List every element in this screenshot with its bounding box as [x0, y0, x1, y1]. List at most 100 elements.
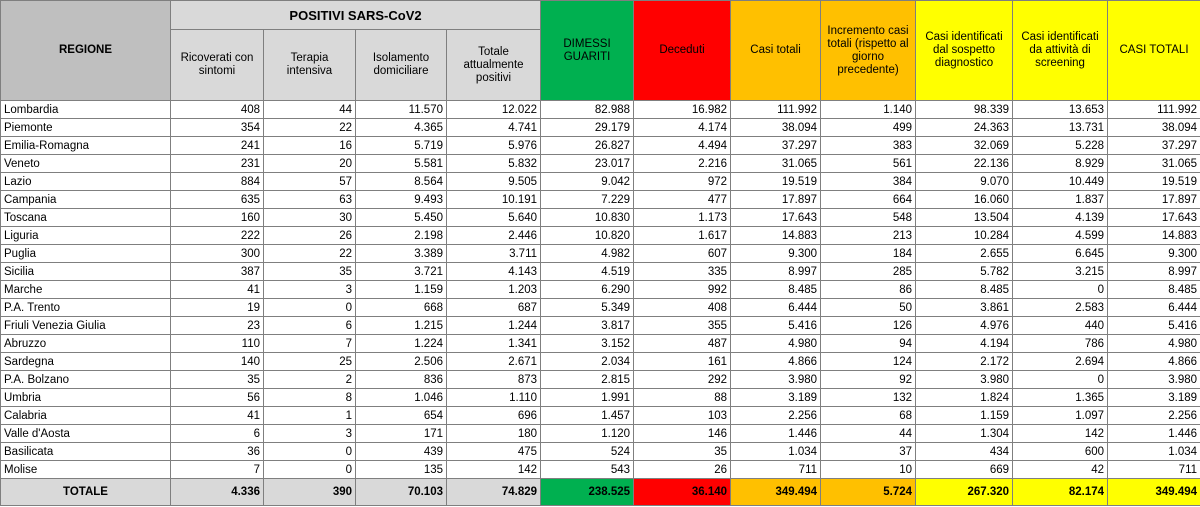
value-cell: 477: [633, 190, 732, 209]
value-cell: 42: [1012, 460, 1109, 479]
table-row: Campania 635 63 9.493 10.191 7.229 477 17.897 66…: [0, 190, 1200, 209]
value-cell: 241: [170, 136, 264, 155]
value-cell: 7: [263, 334, 356, 353]
value-cell: 135: [355, 460, 447, 479]
value-cell: 32.069: [915, 136, 1014, 155]
value-cell: 1.365: [1012, 388, 1109, 407]
region-cell: Campania: [0, 190, 171, 209]
table-row: Valle d'Aosta 6 3 171 180 1.120 146 1.446 44 1.30…: [0, 424, 1200, 443]
value-cell: 1.159: [355, 280, 447, 299]
value-cell: 35: [633, 442, 732, 461]
value-cell: 14.883: [730, 226, 822, 245]
value-cell: 4.599: [1012, 226, 1109, 245]
value-cell: 13.504: [915, 208, 1014, 227]
value-cell: 5.976: [445, 136, 542, 155]
value-cell: 1.824: [915, 388, 1014, 407]
column-header: REGIONE: [0, 0, 171, 101]
value-cell: 31.065: [1107, 154, 1200, 173]
table-row: Emilia-Romagna 241 16 5.719 5.976 26.827 4.494…: [0, 136, 1200, 155]
value-cell: 8.485: [1107, 280, 1200, 299]
value-cell: 3: [263, 280, 356, 299]
value-cell: 2.256: [730, 406, 822, 425]
header-row: REGIONE POSITIVI SARS-CoV2 DIMESSI GUARITI…: [0, 0, 1200, 101]
value-cell: 1.457: [540, 406, 635, 425]
value-cell: 10.284: [915, 226, 1014, 245]
value-cell: 24.363: [915, 118, 1014, 137]
value-cell: 4.365: [355, 118, 447, 137]
table-row: Sicilia 387 35 3.721 4.143 4.519 335 8.997 285 5.…: [0, 262, 1200, 281]
region-cell: Lazio: [0, 172, 171, 191]
value-cell: 1.991: [540, 388, 635, 407]
value-cell: 6: [170, 424, 264, 443]
value-cell: 37.297: [730, 136, 822, 155]
value-cell: 5.782: [915, 262, 1014, 281]
column-header: Casi identificati da attività di screeni…: [1012, 0, 1109, 101]
column-header: Deceduti: [633, 0, 732, 101]
value-cell: 4.139: [1012, 208, 1109, 227]
value-cell: 4.174: [633, 118, 732, 137]
value-cell: 0: [263, 298, 356, 317]
value-cell: 383: [820, 136, 917, 155]
value-cell: 8.997: [730, 262, 822, 281]
value-cell: 668: [355, 298, 447, 317]
table-row: Umbria 56 8 1.046 1.110 1.991 88 3.189 132 1.824 1…: [0, 388, 1200, 407]
value-cell: 9.300: [1107, 244, 1200, 263]
value-cell: 5.450: [355, 208, 447, 227]
value-cell: 10: [820, 460, 917, 479]
value-cell: 9.300: [730, 244, 822, 263]
value-cell: 2.446: [445, 226, 542, 245]
value-cell: 13.653: [1012, 100, 1109, 119]
value-cell: 6.444: [1107, 298, 1200, 317]
total-cell: 238.525: [540, 478, 635, 506]
region-cell: Piemonte: [0, 118, 171, 137]
table-row: Molise 7 0 135 142 543 26 711 10 669 42 711: [0, 460, 1200, 479]
group-header: POSITIVI SARS-CoV2: [169, 0, 542, 30]
value-cell: 355: [633, 316, 732, 335]
table-row: Friuli Venezia Giulia 23 6 1.215 1.244 3.817 3…: [0, 316, 1200, 335]
value-cell: 1.446: [1107, 424, 1200, 443]
value-cell: 3.152: [540, 334, 635, 353]
table-row: Sardegna 140 25 2.506 2.671 2.034 161 4.866 124 2…: [0, 352, 1200, 371]
value-cell: 3.861: [915, 298, 1014, 317]
value-cell: 548: [820, 208, 917, 227]
value-cell: 142: [445, 460, 542, 479]
value-cell: 524: [540, 442, 635, 461]
value-cell: 1.110: [445, 388, 542, 407]
table-row: Piemonte 354 22 4.365 4.741 29.179 4.174 38.094…: [0, 118, 1200, 137]
value-cell: 4.519: [540, 262, 635, 281]
column-header: Casi totali: [730, 0, 822, 101]
column-header: Incremento casi totali (rispetto al gior…: [820, 0, 917, 101]
value-cell: 0: [1012, 280, 1109, 299]
value-cell: 213: [820, 226, 917, 245]
value-cell: 2.034: [540, 352, 635, 371]
region-cell: Abruzzo: [0, 334, 171, 353]
value-cell: 23.017: [540, 154, 635, 173]
column-header: Terapia intensiva: [263, 29, 356, 101]
table-row: Puglia 300 22 3.389 3.711 4.982 607 9.300 184 2.6…: [0, 244, 1200, 263]
value-cell: 12.022: [445, 100, 542, 119]
value-cell: 20: [263, 154, 356, 173]
value-cell: 35: [170, 370, 264, 389]
value-cell: 1.173: [633, 208, 732, 227]
value-cell: 160: [170, 208, 264, 227]
table-row: Basilicata 36 0 439 475 524 35 1.034 37 434 600 1.0…: [0, 442, 1200, 461]
value-cell: 1.215: [355, 316, 447, 335]
value-cell: 2.172: [915, 352, 1014, 371]
value-cell: 161: [633, 352, 732, 371]
value-cell: 50: [820, 298, 917, 317]
value-cell: 408: [170, 100, 264, 119]
value-cell: 222: [170, 226, 264, 245]
value-cell: 10.820: [540, 226, 635, 245]
value-cell: 499: [820, 118, 917, 137]
value-cell: 4.866: [730, 352, 822, 371]
table-row: Marche 41 3 1.159 1.203 6.290 992 8.485 86 8.485 0…: [0, 280, 1200, 299]
region-cell: Liguria: [0, 226, 171, 245]
table-row: Liguria 222 26 2.198 2.446 10.820 1.617 14.883 2…: [0, 226, 1200, 245]
value-cell: 44: [263, 100, 356, 119]
value-cell: 1.244: [445, 316, 542, 335]
value-cell: 2.583: [1012, 298, 1109, 317]
region-cell: P.A. Bolzano: [0, 370, 171, 389]
value-cell: 664: [820, 190, 917, 209]
value-cell: 3.189: [730, 388, 822, 407]
value-cell: 475: [445, 442, 542, 461]
